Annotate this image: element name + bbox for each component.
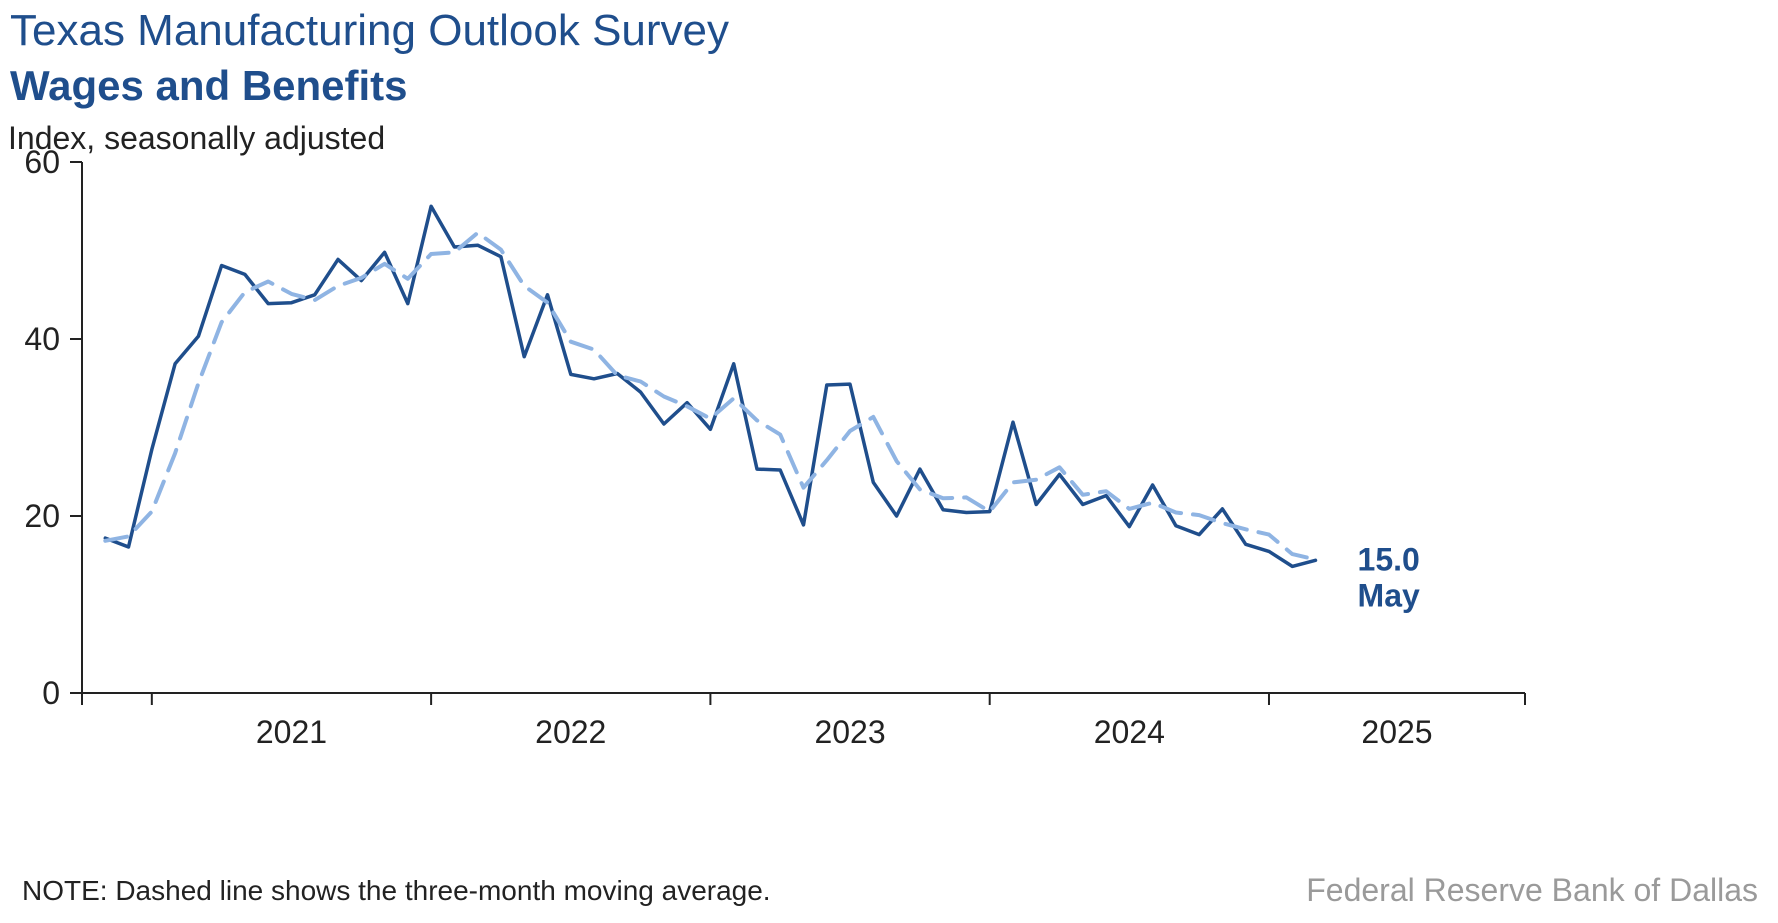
x-tick-label: 2024: [1094, 714, 1165, 750]
chart-axes: [70, 161, 1526, 705]
annotation-value: 15.0: [1358, 541, 1420, 577]
y-tick-label: 40: [24, 321, 60, 357]
chart-subtitle: Wages and Benefits: [10, 62, 408, 109]
y-tick-label: 0: [42, 675, 60, 711]
x-tick-label: 2025: [1361, 714, 1432, 750]
y-axis-label: Index, seasonally adjusted: [8, 120, 386, 156]
chart-series-group: [103, 204, 1318, 569]
x-tick-label: 2022: [535, 714, 606, 750]
source-credit: Federal Reserve Bank of Dallas: [1306, 872, 1758, 908]
moving-average-line: [103, 230, 1318, 562]
footnote: NOTE: Dashed line shows the three-month …: [22, 875, 771, 906]
x-tick-label: 2023: [814, 714, 885, 750]
index-line: [103, 204, 1318, 569]
x-tick-label: 2021: [256, 714, 327, 750]
y-tick-label: 20: [24, 498, 60, 534]
chart-title: Texas Manufacturing Outlook Survey: [10, 6, 730, 55]
y-tick-label: 60: [24, 144, 60, 180]
annotation-month: May: [1358, 577, 1420, 613]
